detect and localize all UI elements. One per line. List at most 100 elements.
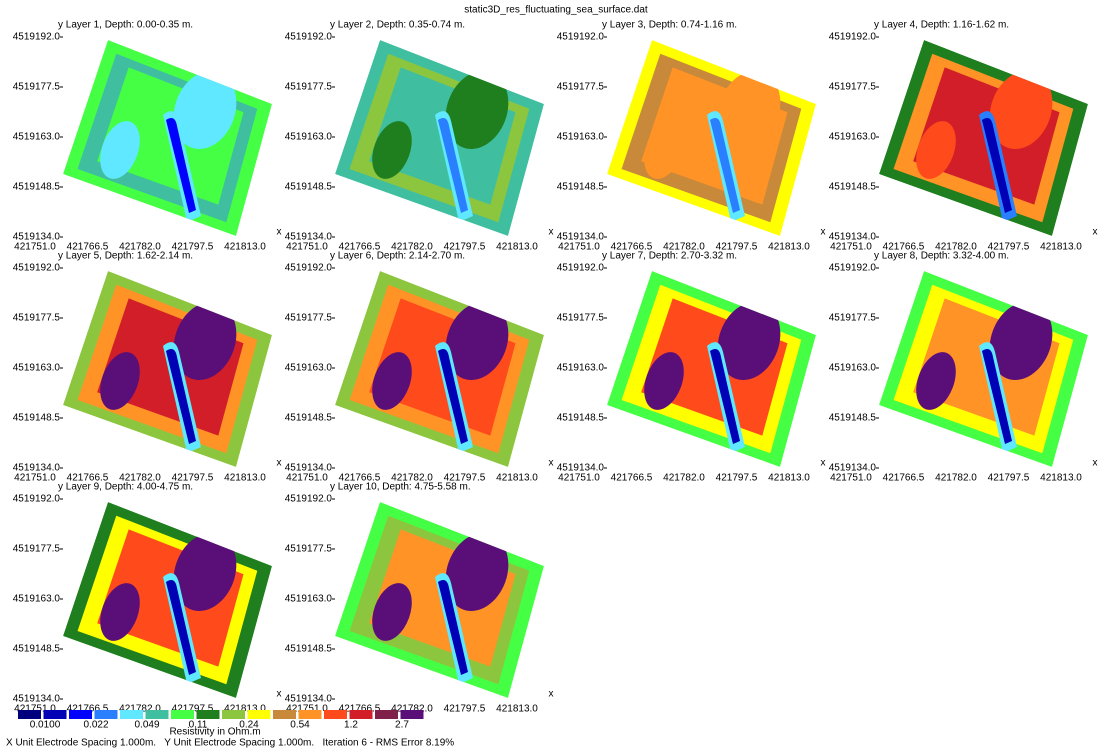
map-core	[644, 352, 684, 410]
y-tick-label: 4519192.0	[557, 263, 605, 274]
map-core	[100, 121, 140, 179]
x-tick-label: 421766.5	[883, 242, 925, 253]
map-core	[717, 302, 781, 380]
map-core	[916, 352, 956, 410]
channel	[166, 349, 196, 444]
x-tick-label: 421813.0	[224, 473, 266, 484]
x-tick-label: 421751.0	[830, 242, 872, 253]
legend-swatch	[298, 710, 322, 719]
x-axis-label: x	[821, 227, 826, 238]
x-tick-label: 421813.0	[768, 473, 810, 484]
x-tick-label: 421782.0	[935, 242, 977, 253]
x-tick-label: 421797.5	[988, 242, 1030, 253]
contour-map	[607, 271, 816, 467]
x-tick-label: 421766.5	[339, 242, 381, 253]
contour-map	[63, 271, 272, 467]
x-tick-label: 421751.0	[830, 473, 872, 484]
y-tick-label: 4519163.0	[829, 132, 877, 143]
channel	[166, 118, 196, 213]
channel	[710, 349, 740, 444]
y-tick-label: 4519134.0	[13, 694, 61, 705]
legend-label: 0.0100	[30, 720, 61, 731]
channel	[982, 118, 1012, 213]
y-tick-label: 4519148.5	[829, 413, 877, 424]
x-tick-label: 421797.5	[444, 704, 486, 715]
y-tick-label: 4519134.0	[285, 232, 333, 243]
y-tick-label: 4519192.0	[285, 494, 333, 505]
legend-label: 0.11	[189, 720, 208, 731]
y-tick-label: 4519192.0	[285, 263, 333, 274]
x-tick-label: 421751.0	[14, 473, 56, 484]
y-tick-label: 4519163.0	[13, 594, 61, 605]
legend-swatch	[43, 710, 67, 719]
x-tick-label: 421813.0	[224, 704, 266, 715]
x-axis-label: x	[549, 689, 554, 700]
y-tick-label: 4519163.0	[285, 363, 333, 374]
y-tick-label: 4519134.0	[13, 232, 61, 243]
x-axis-label: x	[1093, 227, 1098, 238]
y-tick-label: 4519163.0	[557, 363, 605, 374]
x-tick-label: 421751.0	[14, 704, 56, 715]
x-axis-label: x	[549, 458, 554, 469]
y-tick-label: 4519134.0	[829, 463, 877, 474]
map-core	[717, 71, 781, 149]
panel-title: y Layer 4, Depth: 1.16-1.62 m.	[874, 20, 1009, 31]
map-core	[916, 121, 956, 179]
x-tick-label: 421813.0	[768, 242, 810, 253]
map-core	[372, 121, 412, 179]
x-tick-label: 421766.5	[883, 473, 925, 484]
legend-label: 0.049	[134, 720, 159, 731]
legend-label: 0.022	[83, 720, 108, 731]
y-tick-label: 4519134.0	[13, 463, 61, 474]
x-tick-label: 421797.5	[172, 242, 214, 253]
contour-map	[879, 40, 1088, 236]
map-core	[989, 302, 1053, 380]
contour-map	[335, 271, 544, 467]
legend-swatch	[120, 710, 143, 719]
legend-swatch	[94, 710, 118, 719]
panel-title: y Layer 3, Depth: 0.74-1.16 m.	[602, 20, 737, 31]
contour-map	[63, 40, 272, 236]
map-core	[445, 71, 509, 149]
main-title: static3D_res_fluctuating_sea_surface.dat	[464, 5, 648, 16]
x-axis-label: x	[277, 458, 282, 469]
panel-title: y Layer 6, Depth: 2.14-2.70 m.	[330, 251, 465, 262]
x-axis-label: x	[549, 227, 554, 238]
y-tick-label: 4519163.0	[13, 363, 61, 374]
y-tick-label: 4519134.0	[829, 232, 877, 243]
map-core	[445, 302, 509, 380]
x-tick-label: 421797.5	[716, 242, 758, 253]
y-tick-label: 4519192.0	[557, 32, 605, 43]
legend-swatch	[171, 710, 194, 719]
legend-label: 0.54	[290, 720, 310, 731]
x-tick-label: 421751.0	[286, 242, 328, 253]
x-tick-label: 421782.0	[119, 242, 161, 253]
y-tick-label: 4519163.0	[829, 363, 877, 374]
x-tick-label: 421797.5	[444, 473, 486, 484]
x-tick-label: 421797.5	[172, 704, 214, 715]
y-tick-label: 4519192.0	[13, 263, 61, 274]
y-tick-label: 4519134.0	[557, 232, 605, 243]
legend-label: 1.2	[344, 720, 358, 731]
x-tick-label: 421782.0	[663, 242, 705, 253]
legend-swatch	[145, 710, 169, 719]
y-tick-label: 4519177.5	[285, 544, 333, 555]
x-tick-label: 421813.0	[496, 473, 538, 484]
contour-map	[879, 271, 1088, 467]
x-tick-label: 421766.5	[611, 473, 653, 484]
y-tick-label: 4519148.5	[285, 644, 333, 655]
y-tick-label: 4519177.5	[13, 544, 61, 555]
map-core	[173, 71, 237, 149]
map-core	[372, 583, 412, 641]
y-tick-label: 4519148.5	[829, 182, 877, 193]
y-tick-label: 4519134.0	[557, 463, 605, 474]
contour-map	[607, 40, 816, 236]
map-core	[100, 352, 140, 410]
contour-map	[335, 502, 544, 698]
map-core	[989, 71, 1053, 149]
legend-swatch	[247, 710, 271, 719]
panel-title: y Layer 8, Depth: 3.32-4.00 m.	[874, 251, 1009, 262]
channel	[166, 580, 196, 675]
legend-label: 2.7	[395, 720, 409, 731]
